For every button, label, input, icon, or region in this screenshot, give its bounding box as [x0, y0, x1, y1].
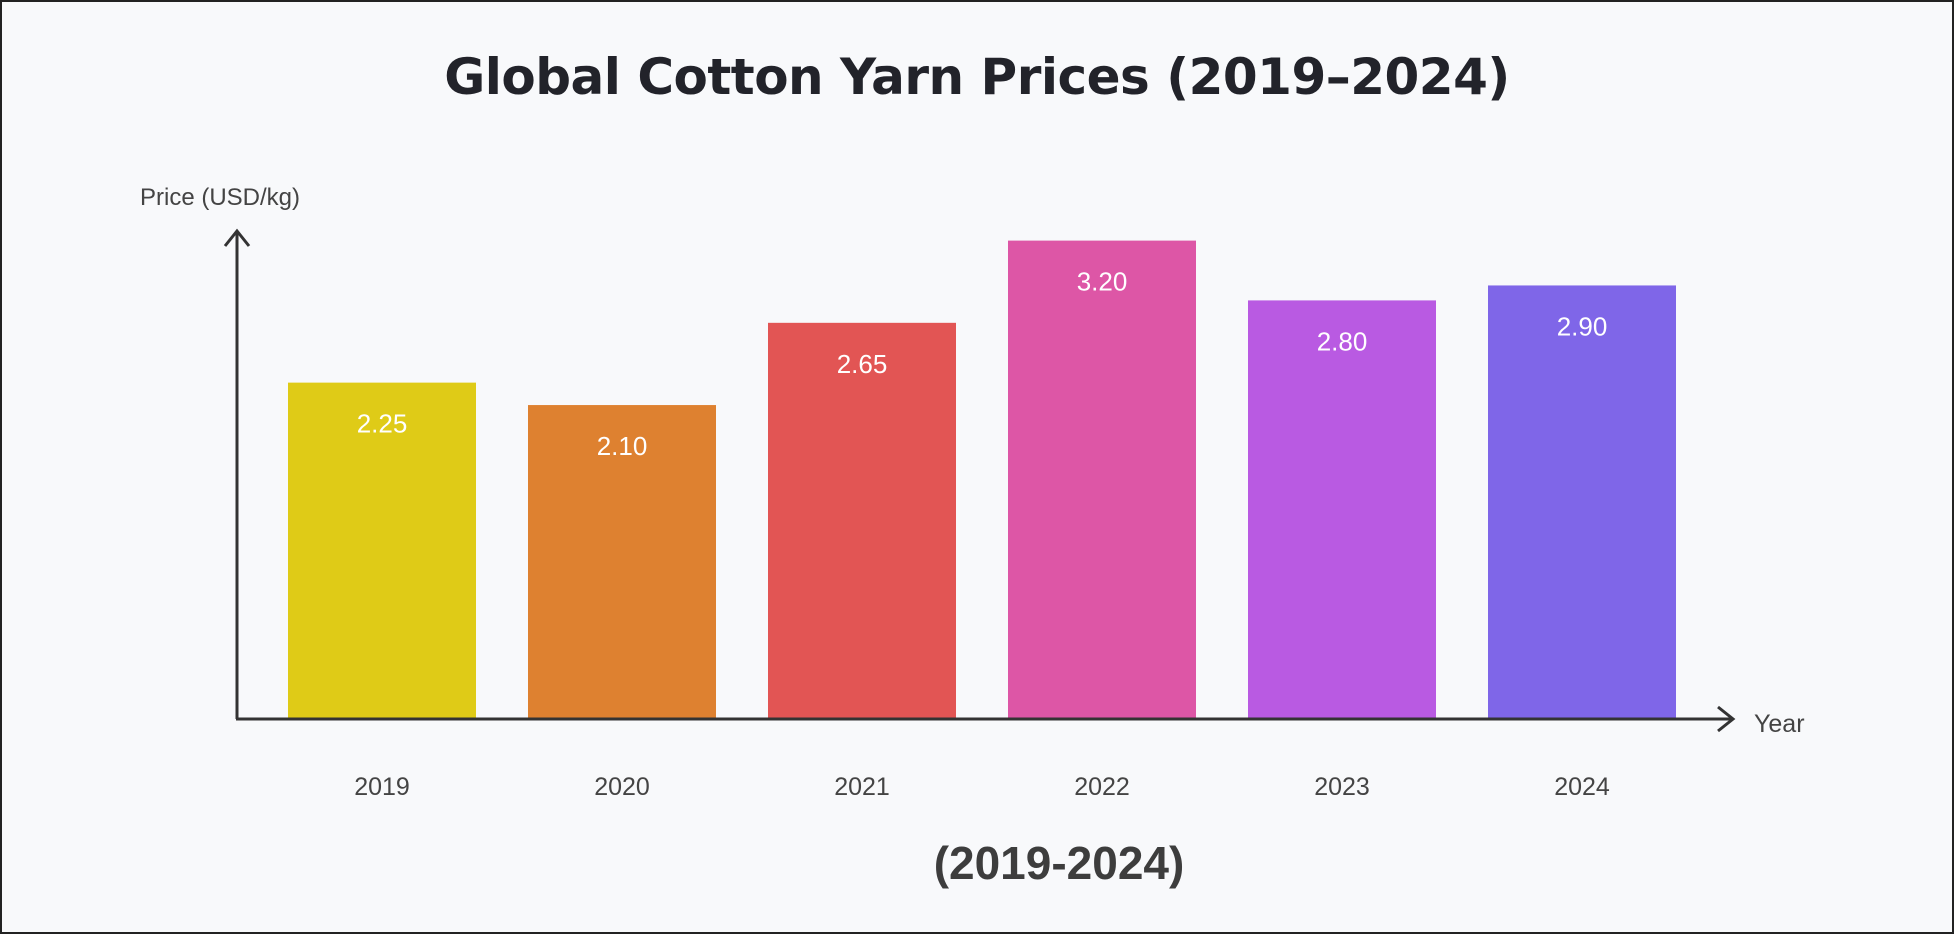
data-label: 2.65 — [837, 349, 888, 379]
y-axis-label: Price (USD/kg) — [140, 184, 301, 211]
bar-2021 — [768, 322, 956, 719]
x-tick-label: 2023 — [1314, 773, 1370, 801]
x-tick-label: 2021 — [834, 773, 890, 801]
x-tick-label: 2019 — [354, 773, 410, 801]
bar-2023 — [1248, 300, 1436, 719]
y-axis-arrow — [223, 228, 251, 247]
bar-2020 — [528, 405, 716, 719]
data-label: 2.80 — [1317, 326, 1368, 356]
data-label: 2.25 — [357, 409, 408, 439]
data-label: 3.20 — [1077, 267, 1128, 297]
data-label: 2.10 — [597, 431, 648, 461]
bar-2019 — [288, 382, 476, 719]
x-axis-arrow — [1717, 705, 1736, 733]
x-axis-label: Year — [1754, 710, 1805, 738]
data-label: 2.90 — [1557, 311, 1608, 341]
x-tick-label: 2020 — [594, 773, 650, 801]
chart-subtitle: (2019-2024) — [933, 837, 1185, 889]
chart-title: Global Cotton Yarn Prices (2019–2024) — [444, 48, 1510, 106]
x-tick-label: 2024 — [1554, 773, 1610, 801]
x-tick-label: 2022 — [1074, 773, 1130, 801]
bar-2022 — [1008, 240, 1196, 719]
bar-2024 — [1488, 285, 1676, 719]
